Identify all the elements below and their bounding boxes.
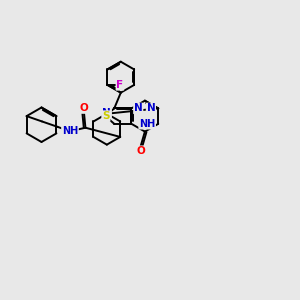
Text: N: N xyxy=(103,108,111,118)
Text: NH: NH xyxy=(139,119,155,129)
Text: N: N xyxy=(134,103,142,113)
Text: N: N xyxy=(146,103,155,113)
Text: F: F xyxy=(116,80,124,90)
Text: S: S xyxy=(102,111,110,121)
Text: NH: NH xyxy=(62,126,78,136)
Text: O: O xyxy=(136,146,145,156)
Text: O: O xyxy=(80,103,88,113)
